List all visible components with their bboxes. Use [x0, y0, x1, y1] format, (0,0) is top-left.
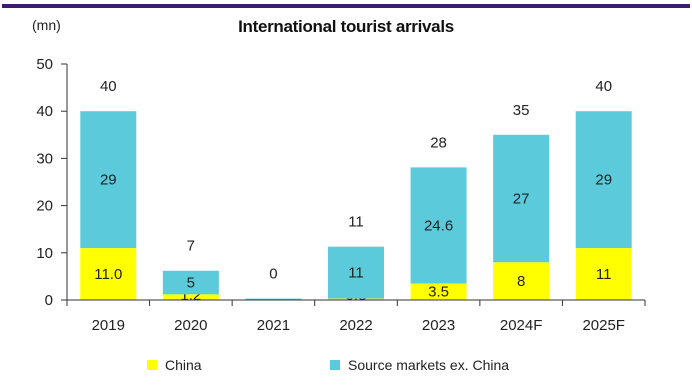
legend-swatch-source-markets: [330, 360, 340, 370]
total-label: 0: [269, 266, 277, 283]
data-label: 5: [187, 275, 195, 292]
chart-title: International tourist arrivals: [238, 17, 454, 36]
y-tick-label: 0: [45, 292, 53, 309]
bar-segment: [80, 111, 137, 249]
data-label: 11.0: [94, 266, 122, 283]
bar-segment: [245, 298, 302, 300]
legend-label-china: China: [165, 357, 202, 373]
bar-segment: [162, 294, 219, 300]
x-tick-label: 2025F: [582, 317, 625, 334]
total-label: 40: [595, 78, 612, 95]
bar-segment: [328, 246, 384, 299]
y-tick-label: 40: [36, 103, 53, 120]
total-label: 35: [513, 102, 530, 119]
bar-segment: [493, 134, 550, 263]
data-label: 11: [348, 265, 364, 282]
data-label: 11: [596, 266, 612, 283]
y-axis-unit-label: (mn): [32, 17, 61, 33]
x-tick-label: 2021: [257, 317, 290, 334]
bar-segment: [575, 248, 632, 300]
bar-segment: [410, 167, 467, 284]
x-tick-label: 2019: [92, 317, 125, 334]
data-label: 27: [513, 191, 530, 208]
legend-item-china: China: [147, 357, 202, 373]
y-tick-label: 50: [36, 56, 53, 73]
data-label: 8: [517, 273, 525, 290]
total-label: 28: [430, 134, 447, 151]
bar-segment: [328, 298, 384, 300]
total-label: 11: [348, 214, 364, 231]
bar-segment: [410, 283, 467, 300]
legend-item-source-markets: Source markets ex. China: [330, 357, 509, 373]
bar-segment: [80, 248, 137, 300]
x-tick-label: 2020: [174, 317, 207, 334]
data-label: 29: [595, 172, 612, 189]
x-tick-label: 2024F: [500, 317, 543, 334]
data-label: 24.6: [424, 217, 453, 234]
legend-label-source-markets: Source markets ex. China: [348, 357, 510, 373]
bar-segment: [575, 111, 632, 249]
total-label: 7: [187, 238, 195, 255]
x-tick-label: 2023: [422, 317, 455, 334]
bar-segment: [162, 270, 219, 295]
legend-swatch-china: [147, 360, 157, 370]
x-tick-label: 2022: [339, 317, 372, 334]
y-tick-label: 20: [36, 198, 53, 215]
bar-segment: [493, 262, 550, 300]
y-tick-label: 30: [36, 150, 53, 167]
data-label: 3.5: [428, 284, 449, 301]
total-label: 40: [100, 78, 117, 95]
y-tick-label: 10: [36, 245, 53, 262]
top-rule: [2, 4, 690, 8]
data-label: 29: [100, 172, 117, 189]
